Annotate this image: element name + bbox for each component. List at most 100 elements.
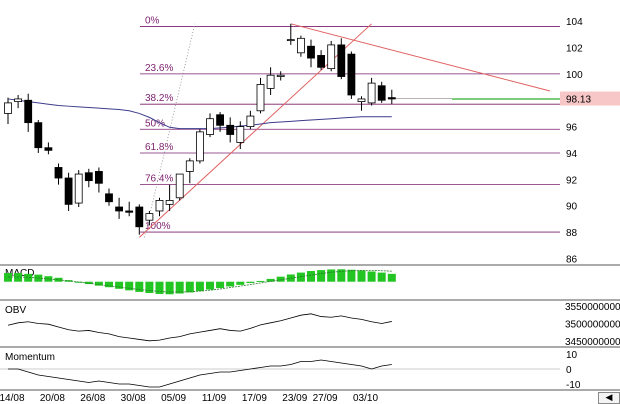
candle-body bbox=[276, 74, 285, 77]
candle-body bbox=[155, 200, 164, 212]
y-tick-label: 90 bbox=[566, 202, 578, 213]
x-tick-label: 05/09 bbox=[161, 393, 186, 403]
fib-level-label: 100% bbox=[145, 221, 171, 232]
macd-bar bbox=[125, 281, 134, 291]
candle-body bbox=[216, 114, 225, 126]
candle-body bbox=[185, 160, 194, 172]
macd-bar bbox=[256, 280, 265, 282]
macd-bar bbox=[236, 281, 245, 285]
macd-bar bbox=[135, 281, 144, 292]
macd-bar bbox=[155, 281, 164, 294]
macd-bar bbox=[24, 273, 33, 282]
candle-body bbox=[74, 173, 83, 204]
y-tick-label: 96 bbox=[566, 123, 578, 134]
macd-bar bbox=[185, 281, 194, 293]
trend-line-up bbox=[138, 23, 372, 238]
candle-body bbox=[54, 167, 63, 179]
candle-body bbox=[307, 45, 315, 59]
y-tick-label: 86 bbox=[566, 254, 578, 265]
momentum-tick-label: 10 bbox=[566, 350, 578, 361]
macd-bar bbox=[296, 272, 305, 282]
macd-bar bbox=[377, 272, 386, 282]
candle-body bbox=[327, 44, 336, 70]
candle-body bbox=[246, 115, 255, 128]
y-tick-label: 100 bbox=[566, 70, 583, 81]
x-tick-label: 11/09 bbox=[202, 393, 227, 403]
fib-anchor-line bbox=[143, 23, 196, 238]
macd-bar bbox=[347, 269, 356, 282]
macd-bar bbox=[94, 281, 103, 286]
momentum-line bbox=[8, 359, 392, 388]
candle-body bbox=[84, 172, 93, 182]
fib-level-label: 76.4% bbox=[145, 174, 173, 185]
macd-bar bbox=[317, 270, 326, 282]
y-tick-label: 102 bbox=[566, 44, 583, 55]
fib-level-label: 61.8% bbox=[145, 142, 173, 153]
macd-bar bbox=[266, 278, 275, 282]
candle-body bbox=[24, 99, 33, 124]
macd-bar bbox=[327, 269, 336, 282]
candle-body bbox=[14, 98, 23, 102]
x-tick-label: 23/09 bbox=[282, 393, 307, 403]
candle-body bbox=[115, 206, 123, 212]
obv-tick-label: 3500000000 bbox=[565, 320, 620, 331]
macd-bar bbox=[206, 281, 214, 290]
x-tick-label: 14/08 bbox=[0, 393, 25, 403]
candle-body bbox=[377, 85, 386, 101]
moving-average-line bbox=[7, 98, 392, 130]
x-tick-label: 30/08 bbox=[121, 393, 146, 403]
candle-body bbox=[105, 193, 113, 203]
last-price-label-bg bbox=[560, 91, 620, 106]
candle-body bbox=[286, 39, 295, 42]
obv-tick-label: 3550000000 bbox=[565, 302, 620, 313]
candle-body bbox=[206, 118, 214, 135]
y-tick-label: 104 bbox=[566, 17, 583, 28]
macd-bar bbox=[105, 281, 113, 288]
fib-level-label: 0% bbox=[145, 15, 160, 26]
x-tick-label: 27/09 bbox=[313, 393, 338, 403]
candle-body bbox=[125, 210, 134, 213]
macd-bar bbox=[246, 281, 255, 283]
candle-body bbox=[226, 124, 235, 135]
candle-body bbox=[34, 122, 43, 149]
y-tick-label: 88 bbox=[566, 228, 578, 239]
macd-signal-line bbox=[8, 269, 392, 293]
macd-bar bbox=[276, 276, 285, 282]
obv-line bbox=[7, 313, 392, 342]
y-tick-label: 92 bbox=[566, 175, 578, 186]
candle-body bbox=[266, 74, 275, 89]
candle-body bbox=[165, 200, 174, 205]
macd-bar bbox=[115, 281, 124, 289]
scroll-left-button[interactable]: ◀ bbox=[598, 392, 620, 404]
macd-bar bbox=[165, 281, 174, 295]
left-arrow-icon: ◀ bbox=[605, 392, 613, 402]
x-tick-label: 17/09 bbox=[242, 393, 267, 403]
fib-level-label: 23.6% bbox=[145, 63, 173, 74]
candle-body bbox=[64, 177, 73, 205]
candle-body bbox=[195, 131, 204, 162]
macd-bar bbox=[387, 273, 396, 282]
candle-body bbox=[317, 55, 326, 68]
candle-body bbox=[337, 44, 346, 77]
macd-bar bbox=[216, 281, 225, 288]
obv-title: OBV bbox=[5, 305, 26, 316]
candle-body bbox=[296, 37, 305, 54]
obv-tick-label: 3450000000 bbox=[565, 337, 620, 348]
candle-body bbox=[367, 82, 376, 104]
candle-body bbox=[236, 126, 245, 143]
macd-bar bbox=[175, 281, 184, 294]
candle-body bbox=[145, 213, 154, 221]
macd-bar bbox=[286, 274, 295, 282]
macd-bar bbox=[357, 270, 366, 282]
y-tick-label: 94 bbox=[566, 149, 578, 160]
candle-body bbox=[347, 53, 356, 96]
macd-bar bbox=[145, 281, 154, 294]
candle-body bbox=[44, 147, 53, 151]
trend-line-down bbox=[290, 23, 551, 92]
momentum-tick-label: 0 bbox=[566, 365, 572, 376]
candle-body bbox=[387, 97, 396, 100]
macd-bar bbox=[226, 281, 235, 287]
fib-level-label: 38.2% bbox=[145, 93, 173, 104]
